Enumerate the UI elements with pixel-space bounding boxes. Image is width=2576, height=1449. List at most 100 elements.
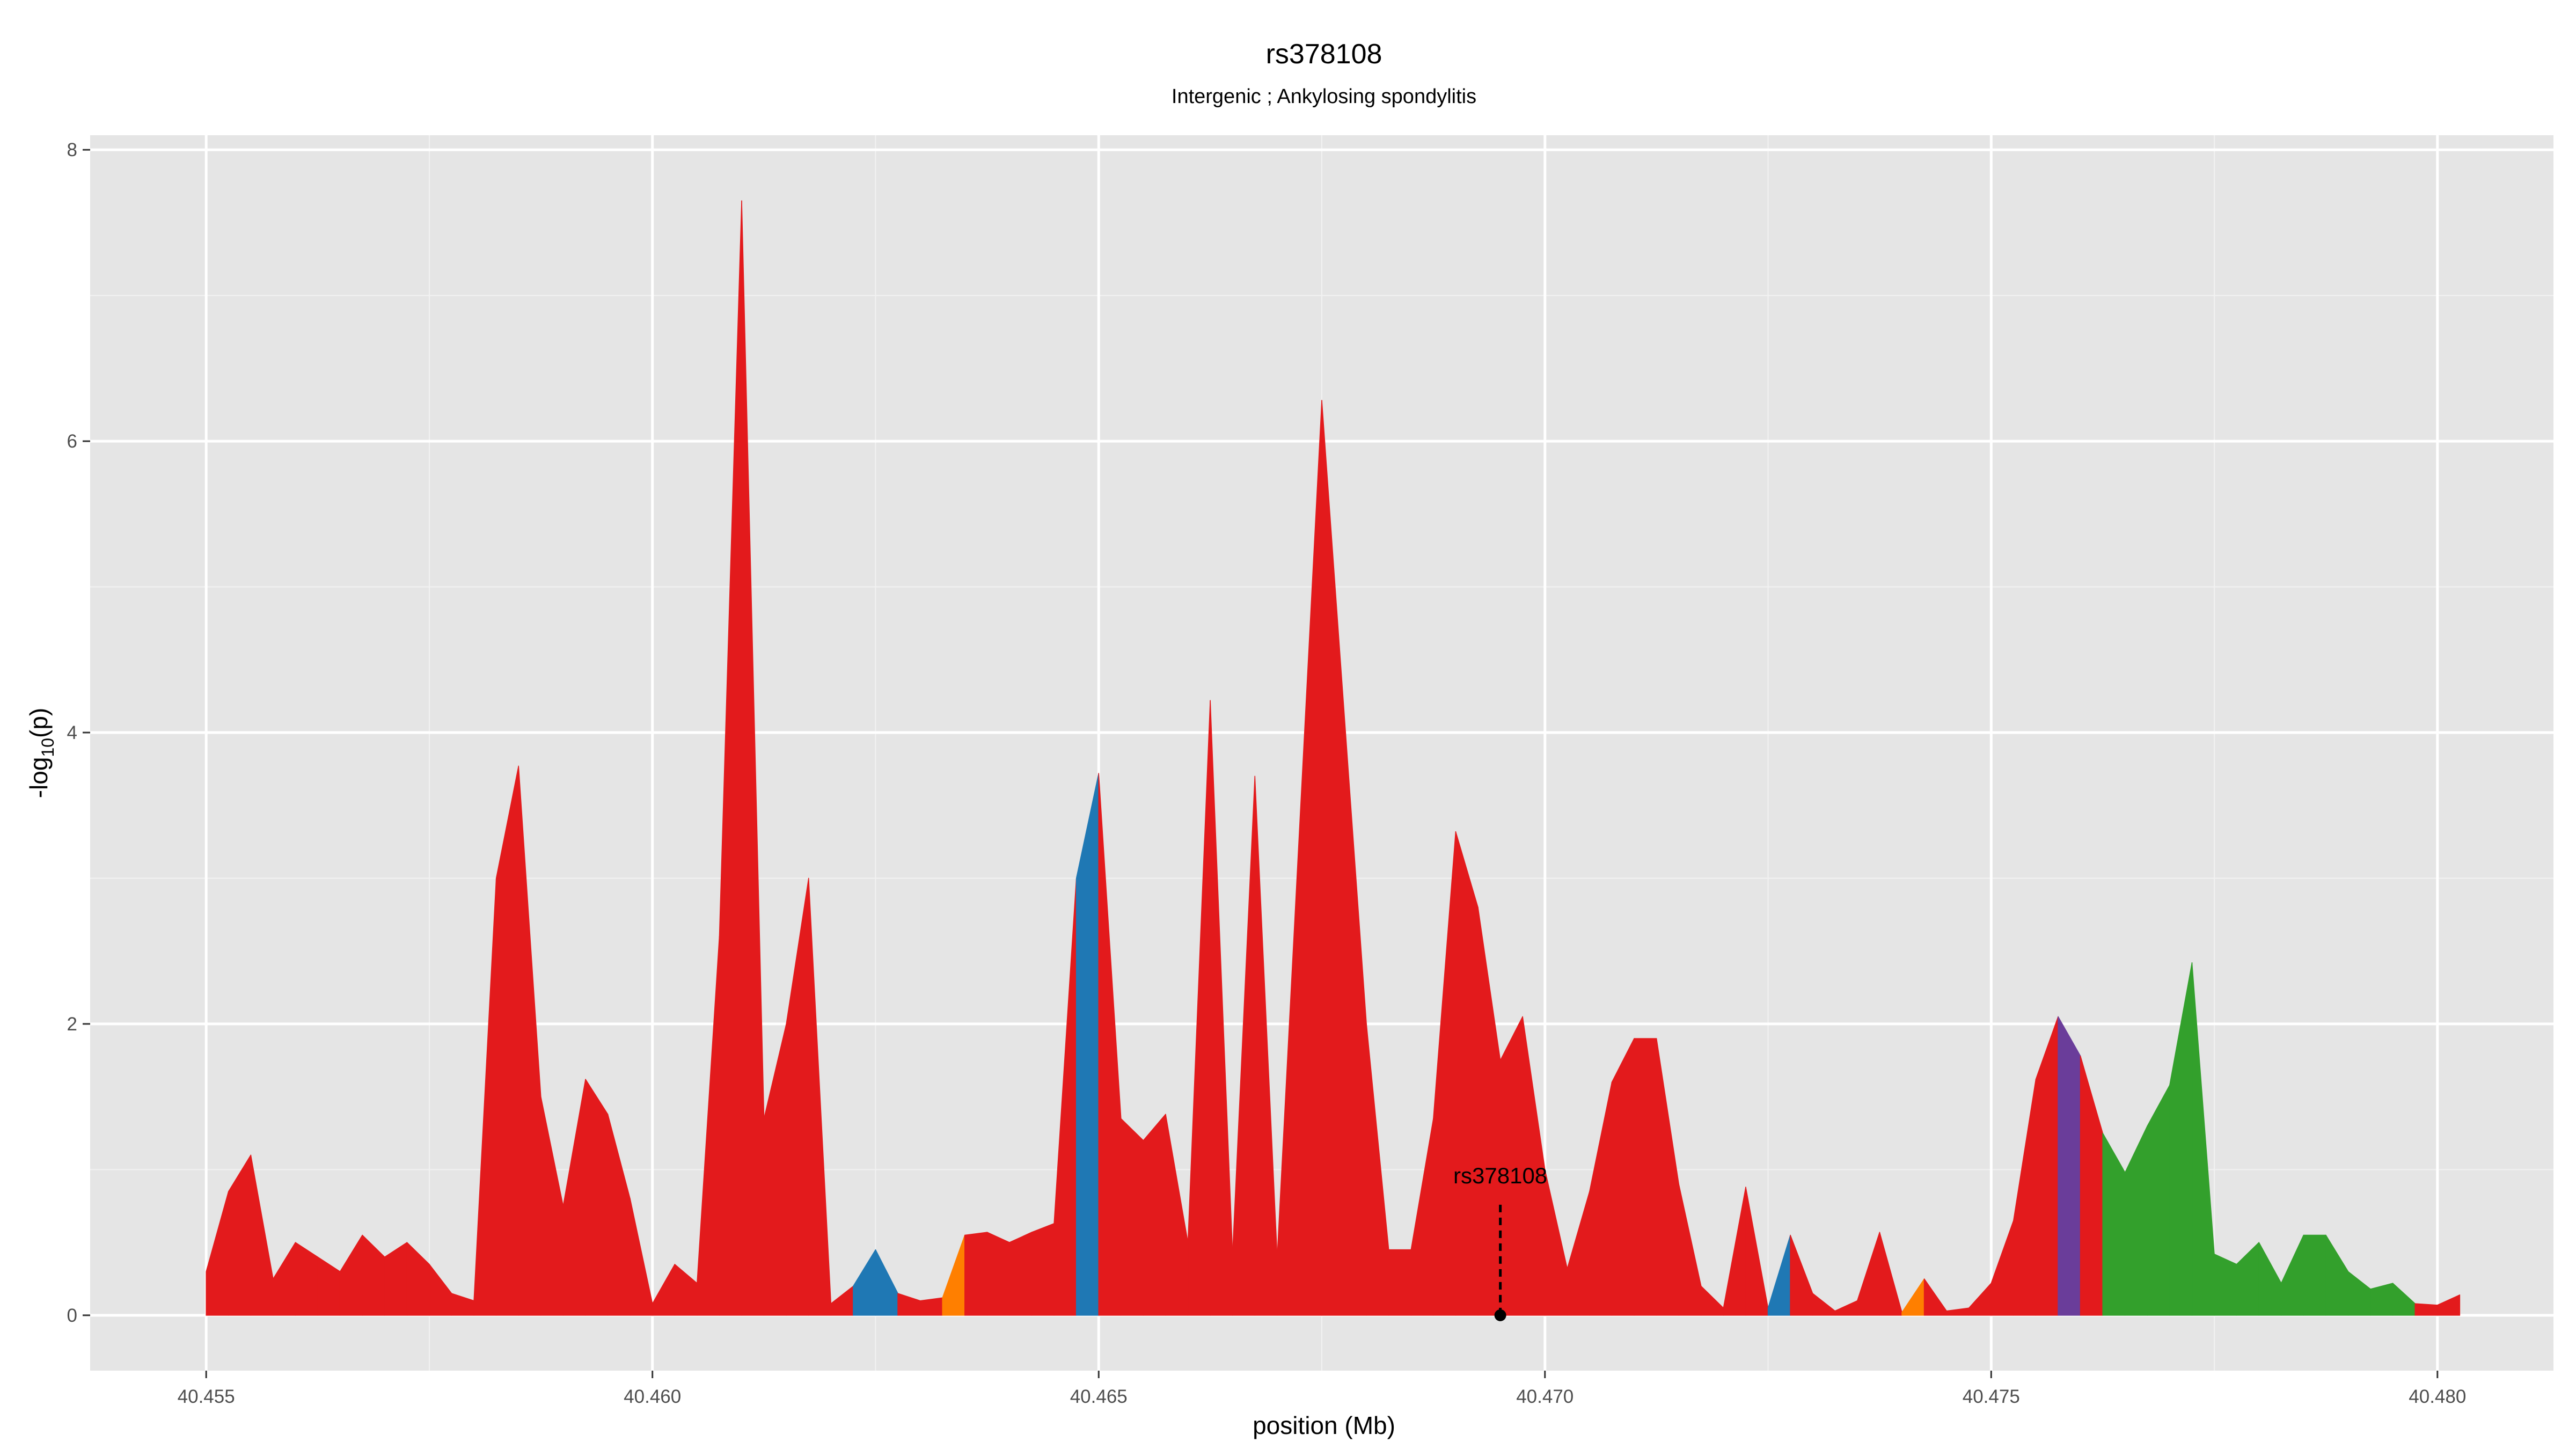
data-point: [2325, 1234, 2327, 1236]
data-point: [1678, 1183, 1680, 1185]
data-point: [361, 1234, 363, 1236]
data-point: [1499, 1059, 1502, 1062]
data-point: [1365, 1023, 1367, 1025]
data-point: [250, 1154, 252, 1156]
data-point: [2369, 1288, 2372, 1290]
data-point: [1633, 1037, 1635, 1040]
data-point: [808, 877, 810, 879]
y-tick-label: 0: [67, 1305, 77, 1326]
data-point: [2414, 1302, 2416, 1305]
area-segment-red: [1009, 1232, 1033, 1316]
data-point: [1120, 1117, 1122, 1119]
data-point: [1053, 1223, 1055, 1225]
data-point: [428, 1263, 430, 1265]
area-series: [205, 200, 2461, 1316]
data-point: [473, 1300, 475, 1302]
area-segment-purple: [2058, 1016, 2081, 1316]
data-point: [852, 1285, 854, 1287]
data-point: [1722, 1307, 1724, 1309]
data-point: [1700, 1285, 1702, 1287]
data-point: [2080, 1055, 2082, 1057]
y-axis-title-sub: 10: [38, 738, 57, 757]
data-point: [317, 1256, 319, 1258]
x-tick-label: 40.460: [624, 1386, 681, 1407]
data-point: [495, 877, 497, 879]
data-point: [652, 1302, 654, 1305]
area-segment-red: [1388, 1249, 1412, 1316]
data-point: [1656, 1037, 1658, 1040]
data-point: [1276, 1256, 1278, 1258]
y-tick-label: 2: [67, 1014, 77, 1035]
data-point: [941, 1297, 943, 1299]
data-point: [339, 1270, 341, 1272]
chart-subtitle: Intergenic ; Ankylosing spondylitis: [1172, 85, 1476, 108]
y-axis-title-tail: (p): [25, 708, 53, 738]
data-point: [1031, 1231, 1033, 1233]
data-point: [2035, 1078, 2037, 1080]
area-segment-red: [1455, 831, 1479, 1316]
data-point: [874, 1249, 876, 1251]
y-axis-title: -log10(p): [25, 708, 57, 799]
data-point: [2347, 1270, 2350, 1272]
y-tick-label: 4: [67, 722, 77, 743]
data-point: [2012, 1219, 2015, 1221]
data-point: [2191, 962, 2193, 964]
data-point: [1254, 775, 1256, 777]
data-point: [1878, 1231, 1880, 1233]
data-point: [1767, 1307, 1769, 1309]
data-point: [205, 1270, 207, 1272]
data-point: [1321, 399, 1323, 401]
data-point: [674, 1263, 676, 1265]
x-tick-label: 40.455: [178, 1386, 235, 1407]
data-point: [517, 765, 519, 767]
data-point: [2102, 1132, 2104, 1135]
chart-title: rs378108: [1266, 39, 1382, 70]
data-point: [2392, 1282, 2394, 1284]
data-point: [2436, 1304, 2439, 1306]
x-axis-title: position (Mb): [1253, 1411, 1395, 1439]
area-segment-red: [1031, 1223, 1055, 1316]
data-point: [384, 1256, 386, 1258]
data-point: [1789, 1234, 1791, 1236]
data-point: [2258, 1241, 2260, 1243]
data-point: [228, 1190, 230, 1192]
data-point: [785, 1023, 787, 1025]
data-point: [1589, 1190, 1591, 1192]
data-point: [718, 935, 720, 938]
data-point: [2236, 1263, 2238, 1265]
data-point: [2458, 1294, 2461, 1296]
data-point: [1209, 699, 1211, 701]
data-point: [1232, 1253, 1234, 1255]
data-point: [607, 1113, 609, 1115]
data-point: [1454, 831, 1457, 833]
data-point: [2146, 1125, 2148, 1127]
area-segment-green: [2303, 1234, 2326, 1316]
data-point: [1187, 1241, 1189, 1243]
data-point: [2302, 1234, 2304, 1236]
data-point: [1611, 1081, 1613, 1084]
annotation-label: rs378108: [1453, 1163, 1547, 1188]
data-point: [2280, 1282, 2282, 1284]
y-axis-title-main: -log: [25, 757, 53, 799]
data-point: [2057, 1015, 2059, 1018]
axes: 40.455 40.460 40.465 40.470 40.475 40.480 0 2 4 6…: [67, 140, 2467, 1407]
data-point: [1097, 772, 1100, 774]
x-tick-label: 40.470: [1516, 1386, 1574, 1407]
snp-annotation: rs378108: [1453, 1163, 1547, 1321]
data-point: [1165, 1113, 1167, 1115]
area-segment-red: [1611, 1038, 1635, 1316]
data-point: [1856, 1300, 1858, 1302]
data-point: [830, 1302, 832, 1305]
data-point: [1410, 1249, 1412, 1251]
data-point: [1968, 1307, 1970, 1309]
data-point: [1142, 1139, 1144, 1141]
data-point: [451, 1292, 453, 1294]
data-point: [1388, 1249, 1390, 1251]
data-point: [1812, 1292, 1814, 1294]
annotation-point: [1494, 1309, 1506, 1321]
data-point: [741, 200, 743, 202]
data-point: [1923, 1278, 1926, 1280]
data-point: [1075, 877, 1078, 879]
data-point: [1945, 1310, 1948, 1312]
